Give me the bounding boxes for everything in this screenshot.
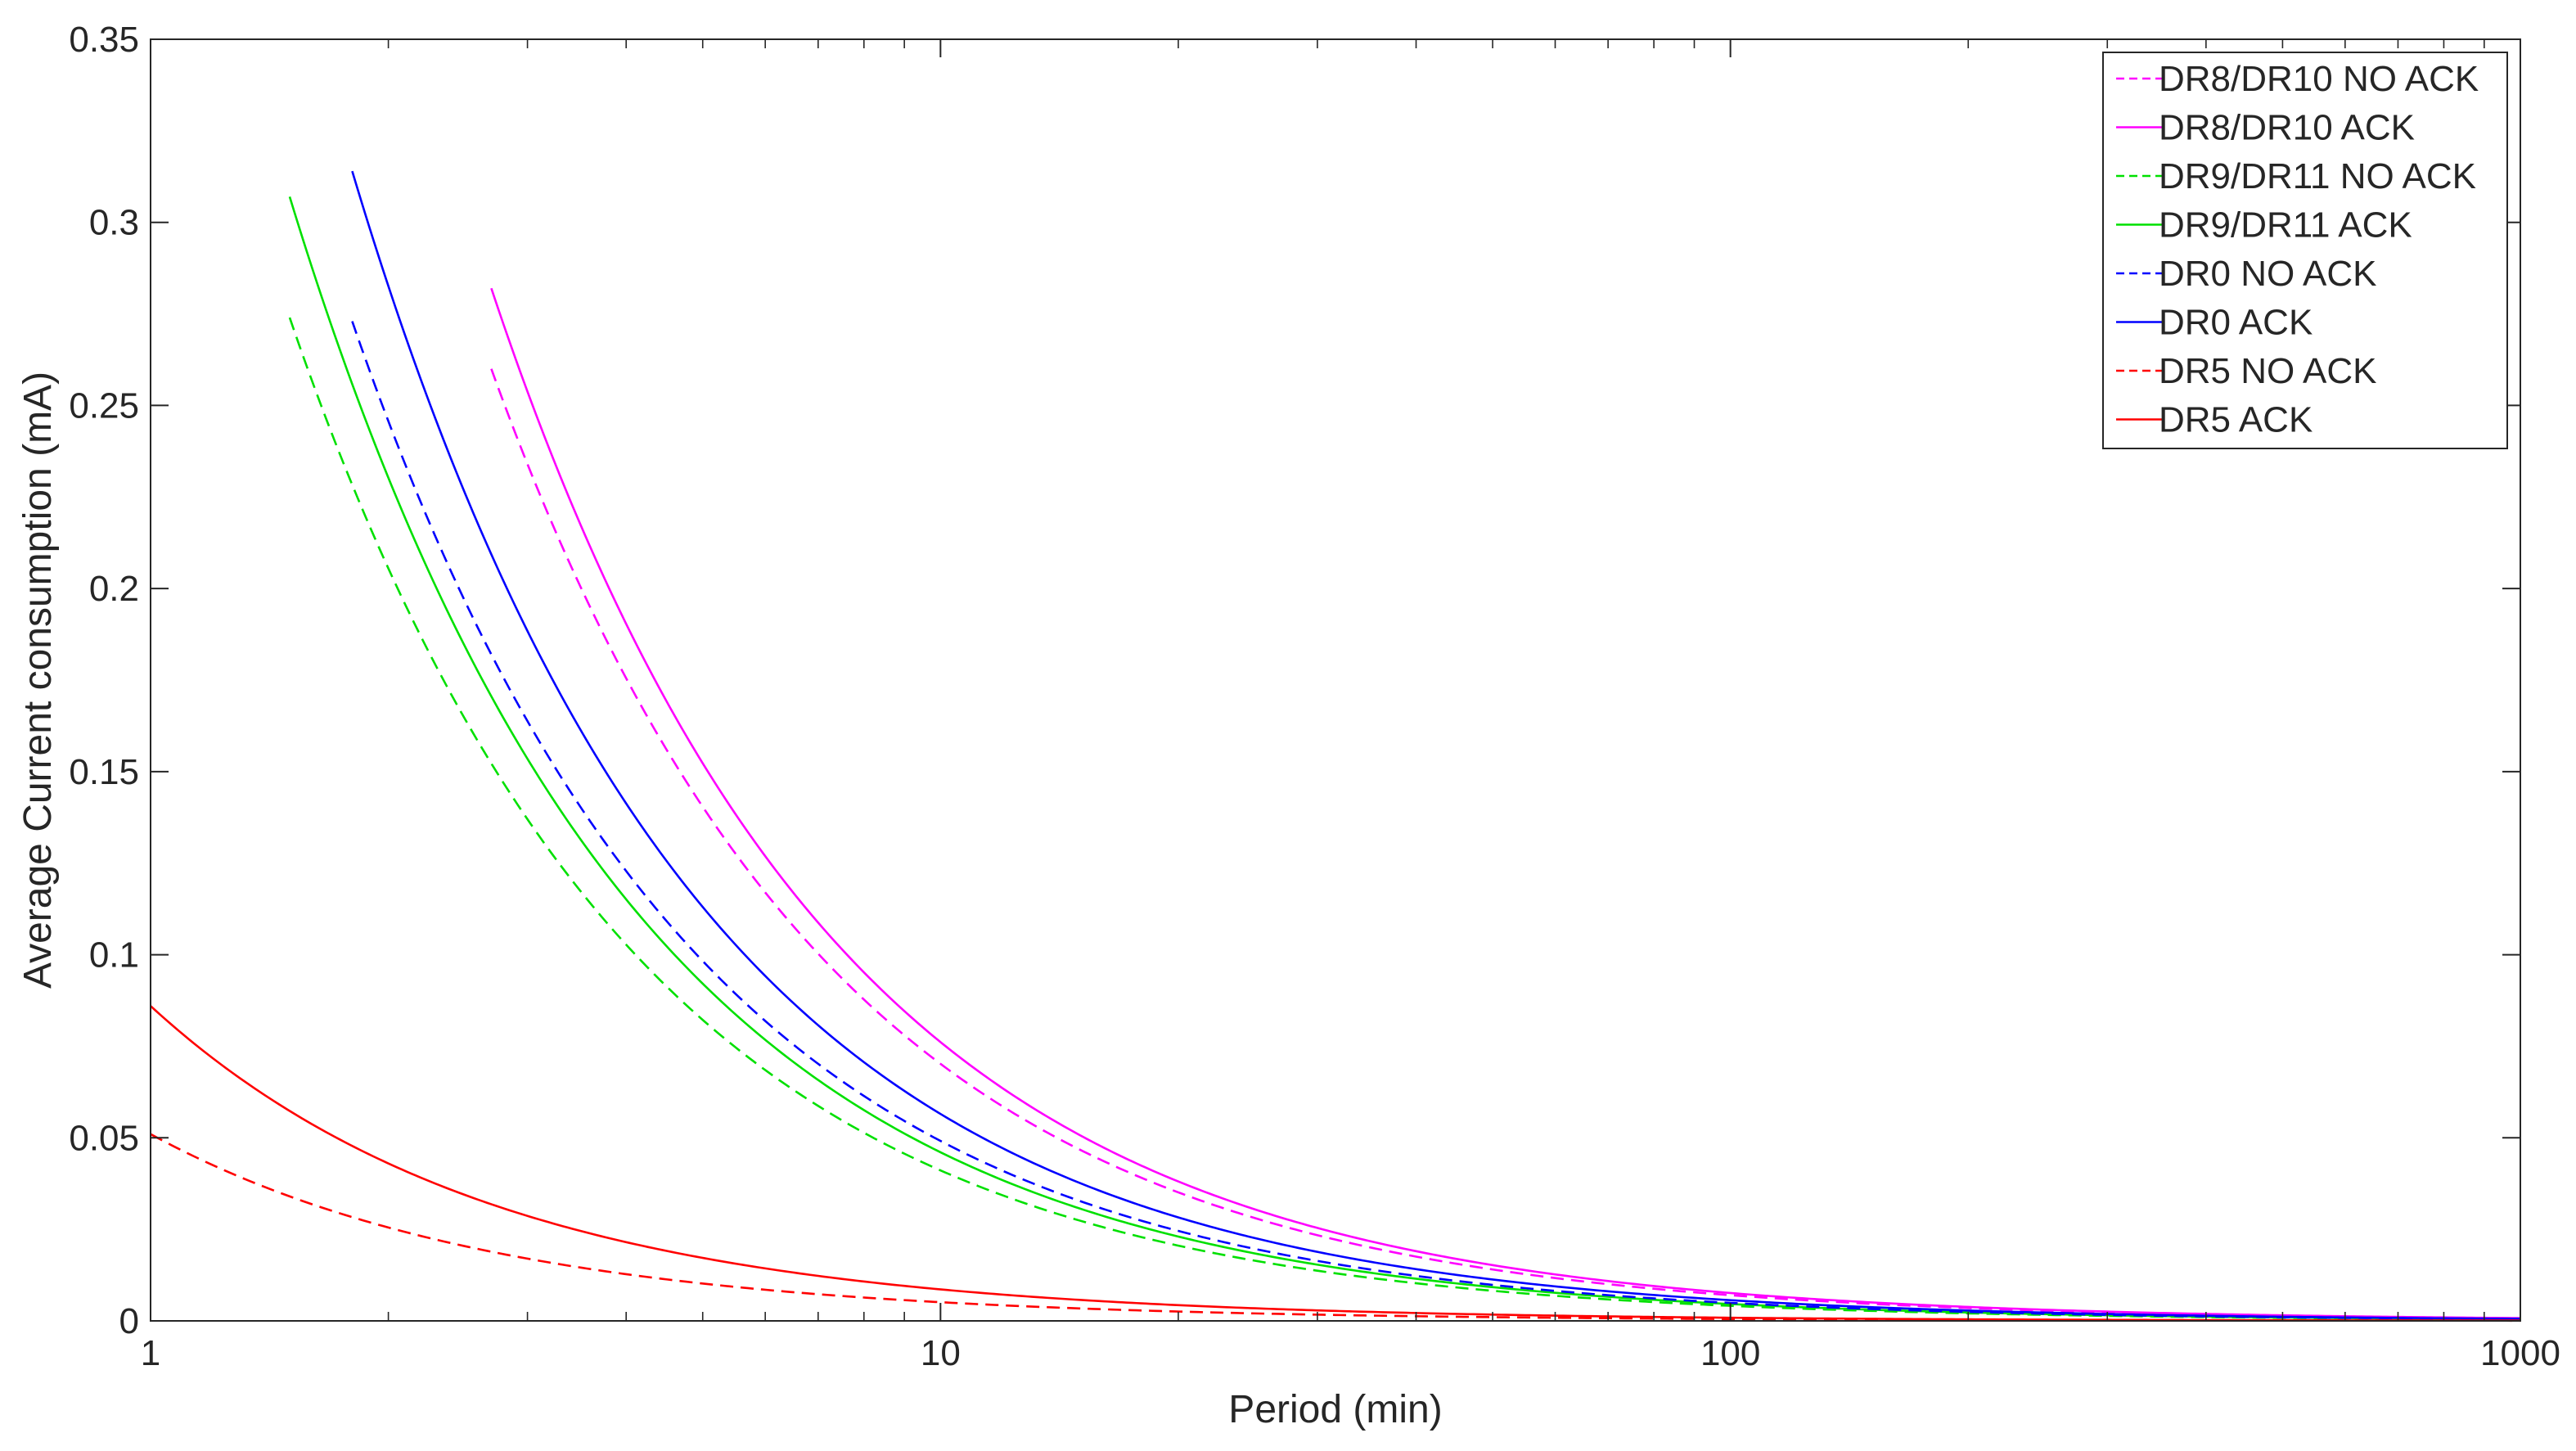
series-line-6 <box>351 170 2521 1320</box>
legend-entry: DR9/DR11 ACK <box>2159 205 2412 246</box>
y-tick-label: 0.3 <box>89 203 139 243</box>
series-layer <box>150 170 2521 1323</box>
legend: DR8/DR10 NO ACK DR8/DR10 ACK DR9/DR11 NO A… <box>2102 52 2508 449</box>
x-tick-label: 100 <box>1700 1333 1760 1373</box>
series-line-2 <box>490 287 2521 1319</box>
y-tick-label: 0.1 <box>89 935 139 976</box>
y-tick-label: 0.35 <box>69 20 139 60</box>
series-line-7 <box>150 1133 2520 1323</box>
axes-layer <box>150 38 2521 1322</box>
legend-entry: DR5 NO ACK <box>2159 351 2377 391</box>
series-line-3 <box>288 317 2521 1321</box>
series-line-4 <box>288 196 2521 1321</box>
x-tick-label: 10 <box>921 1333 961 1373</box>
axes-box <box>150 38 2521 1322</box>
y-tick-label: 0.15 <box>69 752 139 792</box>
x-tick-label: 1000 <box>2480 1333 2560 1373</box>
ticks-layer: 1 10 100 1000 0 0.05 0.1 0.15 0.2 0.25 0.3 0.35 <box>69 20 2560 1373</box>
y-tick-label: 0 <box>119 1301 139 1341</box>
legend-box <box>2102 52 2508 449</box>
y-tick-label: 0.25 <box>69 385 139 426</box>
legend-entry: DR0 NO ACK <box>2159 254 2377 294</box>
series-line-8 <box>150 1005 2521 1322</box>
legend-entry: DR9/DR11 NO ACK <box>2159 156 2476 196</box>
y-tick-label: 0.05 <box>69 1118 139 1158</box>
legend-entry: DR0 ACK <box>2159 303 2313 343</box>
x-axis-label: Period (min) <box>1228 1388 1442 1431</box>
legend-entry: DR8/DR10 ACK <box>2159 108 2415 148</box>
legend-entry: DR8/DR10 NO ACK <box>2159 59 2479 99</box>
legend-entry: DR5 ACK <box>2159 400 2313 440</box>
y-axis-label: Average Current consumption (mA) <box>16 372 60 989</box>
x-tick-label: 1 <box>141 1333 160 1373</box>
y-tick-label: 0.2 <box>89 569 139 609</box>
